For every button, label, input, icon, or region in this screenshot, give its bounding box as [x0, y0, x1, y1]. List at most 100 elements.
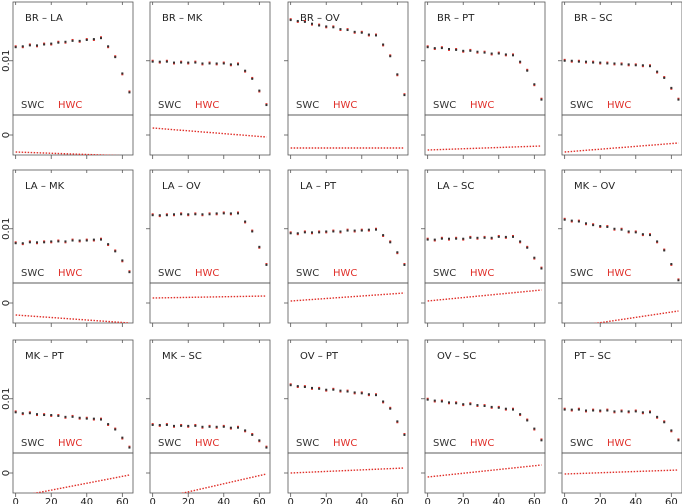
point [114, 250, 117, 253]
point [519, 60, 522, 63]
legend-label: HWC [607, 100, 631, 111]
point [296, 19, 299, 22]
point [339, 230, 342, 233]
point [289, 19, 292, 22]
point [28, 412, 31, 415]
point [382, 400, 385, 403]
point [165, 214, 168, 217]
point [455, 48, 458, 51]
x-tick-label: 60 [253, 497, 266, 504]
point [215, 212, 218, 215]
y-tick-label: 0.01 [1, 218, 12, 240]
point [476, 236, 479, 239]
point [173, 213, 175, 216]
point [318, 24, 321, 27]
point [21, 45, 24, 48]
point [462, 237, 465, 240]
x-tick-label: 20 [594, 497, 607, 504]
point [346, 390, 349, 393]
point [570, 59, 573, 62]
legend-label: HWC [470, 268, 494, 279]
legend-label: SWC [433, 268, 456, 279]
point [627, 63, 630, 66]
point [258, 89, 261, 92]
difference-line [427, 289, 542, 302]
point [382, 234, 385, 237]
point [634, 410, 637, 413]
point [599, 225, 602, 228]
point [563, 408, 566, 411]
point [512, 235, 514, 238]
x-tick-label: 40 [217, 497, 230, 504]
point [85, 239, 88, 242]
point [92, 38, 95, 41]
point [289, 384, 292, 387]
lower-frame [287, 282, 409, 324]
point [440, 400, 443, 403]
point [158, 214, 161, 217]
legend-label: HWC [58, 268, 82, 279]
point [448, 48, 450, 51]
point [663, 76, 666, 79]
point [599, 409, 602, 412]
point [663, 249, 666, 252]
point [563, 59, 566, 62]
point [265, 263, 268, 266]
point [201, 425, 204, 428]
point [592, 409, 595, 412]
point [229, 426, 232, 429]
lower-frame [12, 452, 134, 494]
point [677, 279, 680, 282]
legend-label: SWC [158, 268, 181, 279]
point [100, 418, 102, 421]
legend-label: HWC [333, 100, 357, 111]
panel-title: BR – MK [162, 13, 203, 24]
point [563, 218, 566, 221]
point [151, 423, 154, 426]
point [656, 240, 659, 243]
x-tick-label: 0 [424, 497, 430, 504]
point [258, 439, 261, 442]
x-tick-label: 60 [116, 497, 129, 504]
point [64, 40, 67, 43]
point [375, 394, 377, 397]
point [526, 69, 529, 72]
point [64, 240, 67, 243]
point [100, 37, 102, 40]
point [476, 404, 479, 407]
point [483, 51, 486, 54]
point [85, 38, 88, 41]
point [71, 415, 74, 418]
point [504, 235, 507, 238]
point [14, 411, 17, 414]
point [570, 408, 573, 411]
x-tick-label: 40 [492, 497, 505, 504]
point [353, 30, 356, 33]
point [433, 238, 436, 241]
panel-title: BR – LA [25, 13, 63, 24]
point [533, 256, 536, 259]
point [403, 433, 406, 436]
point [303, 386, 306, 389]
difference-line [290, 467, 405, 474]
point [389, 241, 392, 244]
difference-line [180, 473, 267, 493]
point [360, 229, 363, 232]
point [360, 392, 363, 395]
point [121, 436, 124, 439]
point [222, 212, 225, 215]
point [353, 229, 356, 232]
point [396, 73, 399, 76]
point [173, 424, 175, 427]
point [251, 433, 254, 436]
point [194, 61, 197, 64]
point [641, 411, 644, 414]
point [21, 242, 24, 245]
lower-frame [149, 114, 271, 156]
y-tick-label: 0.01 [1, 388, 12, 410]
point [311, 22, 313, 25]
x-tick-label: 0 [12, 497, 18, 504]
point [339, 28, 342, 31]
point [346, 229, 349, 232]
point [303, 231, 306, 234]
